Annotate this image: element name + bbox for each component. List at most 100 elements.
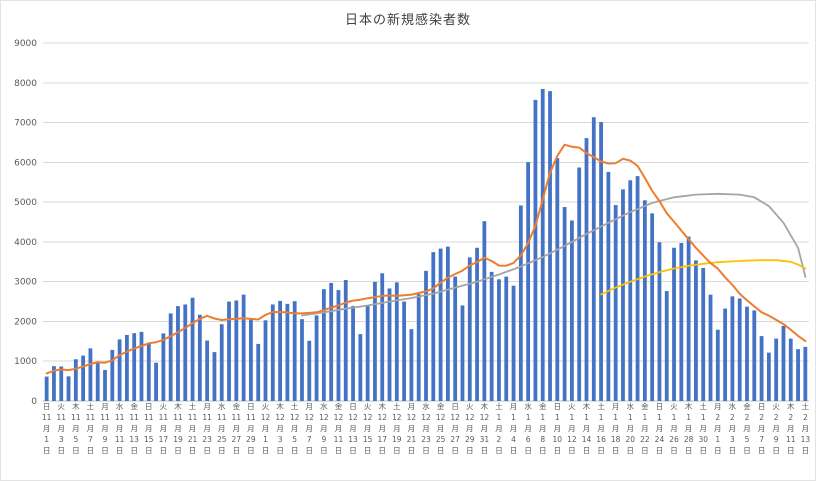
bar: [584, 138, 589, 401]
x-tick-label: 土 12 月 19 日: [392, 401, 402, 455]
bar: [52, 366, 56, 401]
bar: [438, 248, 443, 401]
y-axis-label: 2000: [14, 317, 37, 327]
x-tick-label: 火 11 月 17 日: [159, 402, 169, 455]
bar: [599, 121, 603, 402]
bar: [766, 352, 771, 401]
y-axis-label: 0: [31, 397, 37, 407]
bar: [467, 257, 472, 401]
y-axis-label: 1000: [14, 357, 37, 367]
bar: [533, 99, 538, 401]
x-tick-label: 土 11 月 21 日: [188, 401, 198, 455]
bar: [292, 301, 297, 401]
bar: [154, 362, 158, 401]
x-tick-label: 月 11 月 9 日: [100, 402, 110, 455]
x-tick-label: 月 1 月 18 日: [611, 402, 621, 455]
x-tick-label: 金 12 月 25 日: [436, 401, 446, 455]
bar: [73, 359, 78, 401]
x-tick-label: 木 12 月 17 日: [377, 401, 387, 455]
x-tick-label: 日 12 月 13 日: [348, 402, 358, 455]
x-tick-label: 日 12 月 27 日: [450, 402, 460, 455]
bar: [343, 280, 348, 401]
bar: [752, 310, 757, 401]
bar: [409, 329, 414, 401]
x-tick-label: 木 12 月 31 日: [480, 401, 490, 455]
bar: [460, 305, 465, 401]
bar: [402, 301, 407, 401]
bar: [591, 117, 596, 402]
bar: [628, 180, 633, 401]
bar: [445, 246, 450, 401]
bar: [263, 320, 268, 401]
bar: [88, 348, 93, 401]
x-tick-label: 月 12 月 7 日: [305, 402, 315, 455]
bar: [365, 305, 370, 401]
bar: [424, 270, 428, 401]
bar: [635, 176, 640, 401]
x-tick-label: 木 12 月 3 日: [275, 401, 285, 455]
bar: [256, 343, 261, 401]
x-tick-label: 金 11 月 27 日: [232, 401, 242, 455]
y-axis-label: 4000: [14, 238, 37, 248]
bar: [796, 349, 800, 401]
bar: [518, 205, 523, 401]
bar: [715, 329, 720, 401]
x-tick-label: 月 11 月 23 日: [202, 402, 212, 455]
bar: [132, 333, 137, 401]
bar: [497, 279, 501, 401]
x-tick-label: 火 12 月 15 日: [363, 402, 373, 455]
x-tick-label: 土 1 月 30 日: [698, 401, 708, 455]
x-tick-label: 土 11 月 7 日: [86, 401, 96, 455]
bar: [380, 273, 385, 401]
bar: [241, 294, 246, 401]
bar: [139, 331, 144, 401]
bar: [803, 346, 808, 401]
bar: [511, 285, 516, 401]
bar: [482, 221, 487, 401]
bar: [745, 306, 749, 401]
x-tick-label: 木 2 月 11 日: [786, 401, 796, 455]
bar: [475, 247, 479, 401]
bar: [540, 88, 545, 402]
x-tick-label: 木 11 月 5 日: [71, 401, 81, 455]
y-axis-label: 8000: [14, 79, 37, 89]
x-tick-label: 水 12 月 23 日: [421, 401, 431, 455]
bar: [146, 343, 151, 401]
x-tick-label: 日 11 月 1 日: [42, 402, 52, 455]
bar: [336, 290, 341, 401]
bar: [701, 267, 706, 401]
bar: [504, 276, 509, 401]
bar: [300, 319, 304, 401]
bar: [358, 334, 363, 401]
x-tick-label: 木 1 月 14 日: [582, 401, 592, 455]
bar: [249, 319, 253, 401]
bar: [59, 366, 64, 401]
bar: [664, 291, 669, 401]
bar: [117, 339, 122, 401]
bar: [183, 304, 188, 401]
x-tick-label: 日 1 月 10 日: [553, 402, 563, 455]
bar: [168, 313, 173, 401]
x-tick-label: 火 11 月 3 日: [56, 402, 66, 455]
bar: [489, 271, 494, 401]
x-tick-label: 木 1 月 28 日: [684, 401, 694, 455]
x-tick-label: 月 12 月 21 日: [407, 402, 417, 455]
bar: [453, 276, 458, 401]
bar: [387, 288, 392, 401]
bar: [672, 247, 676, 401]
bar: [373, 281, 377, 401]
bar: [81, 355, 86, 401]
bar: [759, 336, 764, 401]
bar: [161, 333, 166, 401]
x-tick-label: 金 1 月 22 日: [640, 401, 650, 455]
bar: [270, 304, 275, 401]
bar: [657, 242, 662, 401]
bar: [781, 325, 786, 401]
y-axis-label: 6000: [14, 158, 37, 168]
